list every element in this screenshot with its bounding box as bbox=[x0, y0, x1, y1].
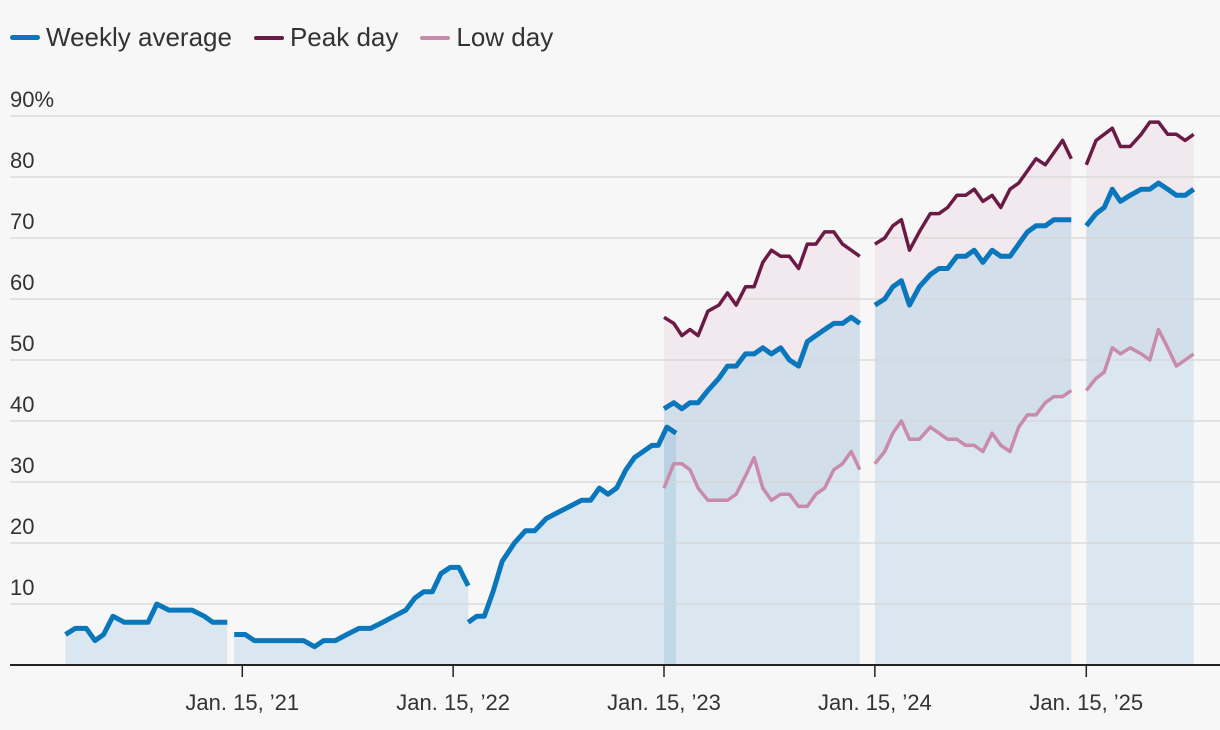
weekly-area-4 bbox=[874, 219, 1072, 665]
series-line-peak-day-1 bbox=[873, 138, 1073, 252]
legend-item-peak-day: Peak day bbox=[253, 22, 399, 53]
legend-item-low-day: Low day bbox=[420, 22, 553, 53]
series-line-weekly-average-5 bbox=[1084, 180, 1196, 228]
weekly-area-5 bbox=[1086, 183, 1194, 665]
y-tick-label-10: 10 bbox=[10, 575, 34, 600]
weekly-area-1 bbox=[234, 567, 469, 665]
x-tick-label-2: Jan. 15, ’23 bbox=[607, 690, 721, 715]
y-tick-label-80: 80 bbox=[10, 148, 34, 173]
peak-band-0 bbox=[664, 231, 860, 409]
legend-label-peak-day: Peak day bbox=[289, 22, 399, 52]
x-axis-labels: Jan. 15, ’21 Jan. 15, ’22 Jan. 15, ’23 Jan.… bbox=[185, 665, 1143, 715]
series-line-weekly-average-4 bbox=[873, 217, 1072, 308]
legend-item-weekly-average: Weekly average bbox=[10, 22, 232, 53]
weekly-area-2 bbox=[468, 427, 677, 665]
series-line-weekly-average-0 bbox=[64, 601, 228, 644]
legend-label-weekly-average: Weekly average bbox=[46, 22, 232, 52]
x-tick-label-3: Jan. 15, ’24 bbox=[818, 690, 932, 715]
y-tick-label-90: 90% bbox=[10, 87, 54, 112]
series-lines bbox=[64, 120, 1196, 650]
y-tick-label-40: 40 bbox=[10, 392, 34, 417]
series-line-weekly-average-2 bbox=[466, 424, 678, 625]
y-tick-label-50: 50 bbox=[10, 331, 34, 356]
weekly-area-0 bbox=[65, 604, 228, 665]
low-band-1 bbox=[874, 219, 1072, 464]
y-axis-labels: 10 20 30 40 50 60 70 80 90% bbox=[10, 87, 54, 600]
x-tick-label-0: Jan. 15, ’21 bbox=[185, 690, 299, 715]
weekly-area-3 bbox=[664, 317, 860, 665]
peak-band-1 bbox=[874, 140, 1072, 306]
series-line-low-day-2 bbox=[1084, 327, 1195, 392]
legend: Weekly average Peak day Low day bbox=[10, 22, 553, 53]
series-line-weekly-average-1 bbox=[234, 564, 471, 650]
peak-band-2 bbox=[1086, 122, 1194, 226]
range-bands bbox=[65, 122, 1194, 665]
series-line-weekly-average-3 bbox=[662, 314, 862, 412]
legend-swatch-low-day bbox=[420, 35, 451, 40]
legend-label-low-day: Low day bbox=[456, 22, 554, 52]
series-line-low-day-0 bbox=[662, 449, 862, 509]
series-line-peak-day-2 bbox=[1084, 120, 1195, 166]
y-tick-label-20: 20 bbox=[10, 514, 34, 539]
series-line-low-day-1 bbox=[873, 389, 1073, 465]
legend-swatch-weekly-average bbox=[10, 35, 40, 40]
x-tick-label-1: Jan. 15, ’22 bbox=[396, 690, 510, 715]
legend-swatch-peak-day bbox=[253, 35, 284, 40]
low-band-0 bbox=[664, 317, 860, 507]
y-tick-label-30: 30 bbox=[10, 453, 34, 478]
gridlines bbox=[10, 115, 1220, 605]
y-tick-label-60: 60 bbox=[10, 270, 34, 295]
x-tick-label-4: Jan. 15, ’25 bbox=[1029, 690, 1143, 715]
low-band-2 bbox=[1086, 183, 1194, 391]
y-tick-label-70: 70 bbox=[10, 209, 34, 234]
series-line-peak-day-0 bbox=[663, 230, 861, 338]
